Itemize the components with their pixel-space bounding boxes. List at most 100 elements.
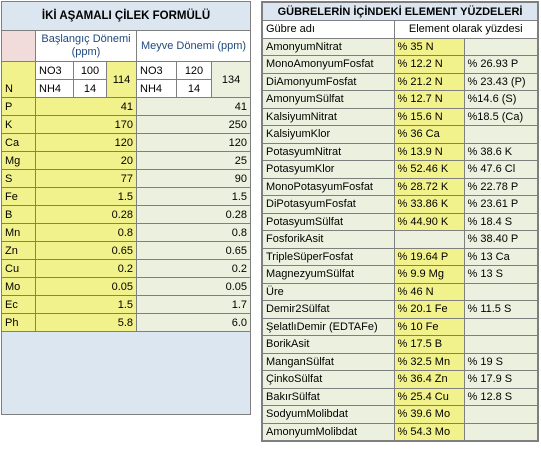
- fertilizer-name: MonoAmonyumFosfat: [261, 55, 395, 74]
- stage1-n-total: 114: [106, 61, 137, 98]
- element-percent-2: [463, 125, 539, 144]
- fertilizer-row: PotasyumKlor% 52.46 K% 47.6 Cl: [261, 160, 539, 179]
- element-symbol: K: [1, 115, 36, 134]
- element-percent-1: % 15.6 N: [393, 107, 465, 126]
- element-row: Cu 0.2 0.2: [1, 259, 252, 278]
- element-percent-2: % 47.6 Cl: [463, 160, 539, 179]
- stage2-value: 0.65: [135, 241, 252, 260]
- element-row: Mg 20 25: [1, 151, 252, 170]
- col-element-percent: Element olarak yüzdesi: [393, 20, 539, 39]
- col-fertilizer-name: Gübre adı: [261, 20, 395, 39]
- fertilizer-name: PotasyumKlor: [261, 160, 395, 179]
- element-percent-1: % 21.2 N: [393, 72, 465, 91]
- element-symbol: Ph: [1, 313, 36, 332]
- element-row: P 41 41: [1, 97, 252, 116]
- element-row: S 77 90: [1, 169, 252, 188]
- fertilizer-row: ÇinkoSülfat% 36.4 Zn% 17.9 S: [261, 370, 539, 389]
- fertilizer-title: GÜBRELERİN İÇİNDEKİ ELEMENT YÜZDELERİ: [261, 1, 539, 21]
- fertilizer-row: SodyumMolibdat% 39.6 Mo: [261, 405, 539, 424]
- element-percent-2: % 22.78 P: [463, 177, 539, 196]
- element-percent-1: % 35 N: [393, 37, 465, 56]
- element-symbol: Fe: [1, 187, 36, 206]
- element-percent-1: % 36.4 Zn: [393, 370, 465, 389]
- fertilizer-row: DiAmonyumFosfat% 21.2 N% 23.43 (P): [261, 72, 539, 91]
- stage1-header: Başlangıç Dönemi (ppm): [35, 30, 137, 62]
- element-row: Ph 5.8 6.0: [1, 313, 252, 332]
- stage2-value: 120: [135, 133, 252, 152]
- fertilizer-row: Demir2Sülfat% 20.1 Fe% 11.5 S: [261, 300, 539, 319]
- stage2-no3: 120: [176, 61, 212, 80]
- fertilizer-row: MonoAmonyumFosfat% 12.2 N% 26.93 P: [261, 55, 539, 74]
- fertilizer-name: Üre: [261, 282, 395, 301]
- fertilizer-row: Üre% 46 N: [261, 282, 539, 301]
- fertilizer-row: FosforikAsit % 38.40 P: [261, 230, 539, 249]
- fertilizer-name: SodyumMolibdat: [261, 405, 395, 424]
- formula-title: İKİ AŞAMALI ÇİLEK FORMÜLÜ: [0, 1, 252, 31]
- element-percent-1: % 33.86 K: [393, 195, 465, 214]
- stage2-value: 0.8: [135, 223, 252, 242]
- element-percent-2: % 38.40 P: [463, 230, 539, 249]
- element-percent-1: % 10 Fe: [393, 317, 465, 336]
- fertilizer-row: TripleSüperFosfat% 19.64 P% 13 Ca: [261, 247, 539, 266]
- stage1-value: 5.8: [35, 313, 137, 332]
- element-percent-2: [463, 335, 539, 354]
- element-symbol: Mn: [1, 223, 36, 242]
- stage2-value: 90: [135, 169, 252, 188]
- element-percent-2: [463, 282, 539, 301]
- element-row: K 170 250: [1, 115, 252, 134]
- nh4-label: NH4: [35, 79, 74, 98]
- stage1-value: 0.28: [35, 205, 137, 224]
- element-percent-1: % 17.5 B: [393, 335, 465, 354]
- n-label: N: [1, 61, 36, 98]
- fertilizer-row: BorikAsit% 17.5 B: [261, 335, 539, 354]
- fertilizer-row: DiPotasyumFosfat% 33.86 K% 23.61 P: [261, 195, 539, 214]
- element-percent-2: % 23.61 P: [463, 195, 539, 214]
- element-percent-2: % 13 Ca: [463, 247, 539, 266]
- stage1-value: 120: [35, 133, 137, 152]
- stage2-value: 1.5: [135, 187, 252, 206]
- fertilizer-name: AmonyumNitrat: [261, 37, 395, 56]
- fertilizer-row: AmonyumNitrat% 35 N: [261, 37, 539, 56]
- stage1-value: 0.2: [35, 259, 137, 278]
- element-percent-2: [463, 317, 539, 336]
- element-percent-2: % 19 S: [463, 352, 539, 371]
- fertilizer-name: BakırSülfat: [261, 387, 395, 406]
- fertilizer-row: KalsiyumKlor% 36 Ca: [261, 125, 539, 144]
- element-percent-2: %18.5 (Ca): [463, 107, 539, 126]
- element-row: B 0.28 0.28: [1, 205, 252, 224]
- element-row: Ca 120 120: [1, 133, 252, 152]
- fertilizer-row: ŞelatlıDemir (EDTAFe)% 10 Fe: [261, 317, 539, 336]
- element-percent-2: %14.6 (S): [463, 90, 539, 109]
- fertilizer-name: KalsiyumKlor: [261, 125, 395, 144]
- fertilizer-row: AmonyumMolibdat% 54.3 Mo: [261, 422, 539, 442]
- element-symbol: Ca: [1, 133, 36, 152]
- strawberry-formula-table: İKİ AŞAMALI ÇİLEK FORMÜLÜ Başlangıç Döne…: [0, 1, 252, 415]
- stage2-n-total: 134: [210, 61, 252, 98]
- element-symbol: Zn: [1, 241, 36, 260]
- fertilizer-row: MonoPotasyumFosfat% 28.72 K% 22.78 P: [261, 177, 539, 196]
- element-percent-1: % 12.7 N: [393, 90, 465, 109]
- fertilizer-row: BakırSülfat% 25.4 Cu% 12.8 S: [261, 387, 539, 406]
- element-symbol: Cu: [1, 259, 36, 278]
- element-percent-2: % 38.6 K: [463, 142, 539, 161]
- no3-label: NO3: [35, 61, 74, 80]
- fertilizer-name: ÇinkoSülfat: [261, 370, 395, 389]
- stage1-value: 0.05: [35, 277, 137, 296]
- fertilizer-row: AmonyumSülfat% 12.7 N %14.6 (S): [261, 90, 539, 109]
- fertilizer-name: DiPotasyumFosfat: [261, 195, 395, 214]
- element-percent-1: % 36 Ca: [393, 125, 465, 144]
- element-percent-1: % 9.9 Mg: [393, 265, 465, 284]
- element-percent-2: % 13 S: [463, 265, 539, 284]
- element-percent-1: % 44.90 K: [393, 212, 465, 231]
- element-percent-1: % 32.5 Mn: [393, 352, 465, 371]
- stage1-value: 77: [35, 169, 137, 188]
- element-percent-1: % 28.72 K: [393, 177, 465, 196]
- fertilizer-name: TripleSüperFosfat: [261, 247, 395, 266]
- element-percent-1: % 20.1 Fe: [393, 300, 465, 319]
- stage2-value: 0.05: [135, 277, 252, 296]
- element-percent-2: % 23.43 (P): [463, 72, 539, 91]
- stage2-value: 6.0: [135, 313, 252, 332]
- nh4-label-2: NH4: [136, 79, 177, 98]
- corner-cell: [1, 30, 36, 62]
- element-symbol: Ec: [1, 295, 36, 314]
